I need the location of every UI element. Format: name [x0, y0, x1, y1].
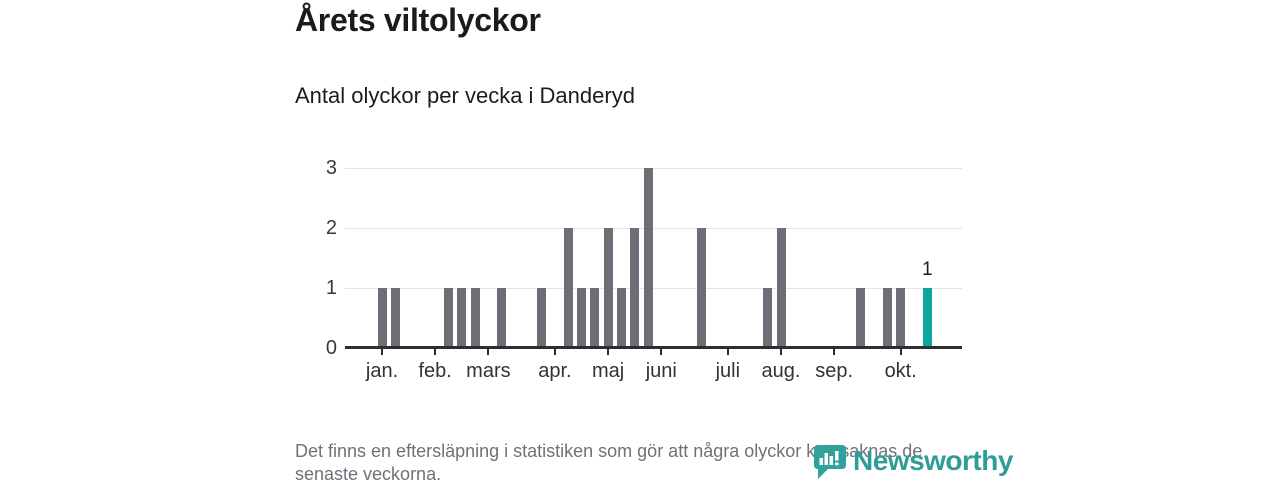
gridline: [345, 227, 962, 229]
x-axis-label: aug.: [761, 360, 801, 382]
x-axis-label: jan.: [365, 360, 399, 382]
bar-chart-speech-bubble-icon: [814, 445, 846, 479]
footnote-line: Det finns en eftersläpning i statistiken…: [295, 441, 923, 461]
gridline: [345, 287, 962, 289]
x-axis-tick: [381, 349, 383, 355]
newsworthy-logo: Newsworthy: [812, 443, 1013, 480]
x-axis-tick: [660, 349, 663, 355]
bar: [537, 288, 547, 348]
highlight-bar: [922, 288, 932, 348]
bar: [896, 288, 906, 348]
bar: [643, 168, 653, 348]
footnote-line: senaste veckorna.: [295, 464, 442, 480]
chart-subtitle: Antal olyckor per vecka i Danderyd: [295, 83, 635, 108]
x-axis-tick: [607, 349, 610, 355]
bar: [457, 288, 467, 348]
bar: [603, 228, 613, 348]
bar: [696, 228, 706, 348]
x-axis-label: okt.: [884, 360, 917, 382]
y-axis-label: 2: [325, 217, 337, 239]
bar: [590, 288, 600, 348]
bar: [444, 288, 453, 348]
x-axis-label: juli: [715, 360, 741, 382]
bar: [856, 288, 866, 348]
x-axis-tick: [434, 349, 437, 355]
y-axis-label: 1: [325, 277, 337, 299]
x-axis-label: feb.: [418, 360, 452, 382]
x-axis-label: juni: [645, 360, 677, 382]
gridline: [345, 167, 962, 169]
x-axis-tick: [899, 349, 902, 355]
x-axis-tick: [833, 349, 836, 355]
x-axis-label: apr.: [538, 360, 572, 382]
x-axis-line: [345, 346, 962, 349]
bar: [630, 228, 640, 348]
x-axis-tick: [487, 349, 490, 355]
bar: [577, 288, 586, 348]
bar: [377, 288, 387, 348]
x-axis-label: sep.: [815, 360, 854, 382]
bar: [470, 288, 480, 348]
bar: [563, 228, 573, 348]
bar: [390, 288, 400, 348]
x-axis-tick: [780, 349, 782, 355]
bar: [776, 228, 786, 348]
x-axis-label: mars: [466, 360, 511, 382]
newsworthy-logo-text: Newsworthy: [853, 445, 1013, 476]
bar: [882, 288, 892, 348]
bar: [763, 288, 773, 348]
bar: [497, 288, 507, 348]
weekly-accidents-bar-chart: 0 1 2 3 jan. feb. mars apr. maj juni juli aug. sep. o…: [325, 157, 962, 382]
x-axis-tick: [553, 349, 556, 355]
y-axis-label: 3: [325, 157, 337, 179]
y-axis-label: 0: [325, 337, 337, 359]
page-title: Årets viltolyckor: [295, 2, 541, 38]
bar-value-label: 1: [922, 259, 933, 280]
x-axis-tick: [726, 349, 729, 355]
x-axis-label: maj: [591, 360, 625, 382]
bar: [616, 288, 626, 348]
footnote: Det finns en eftersläpning i statistiken…: [295, 440, 995, 480]
